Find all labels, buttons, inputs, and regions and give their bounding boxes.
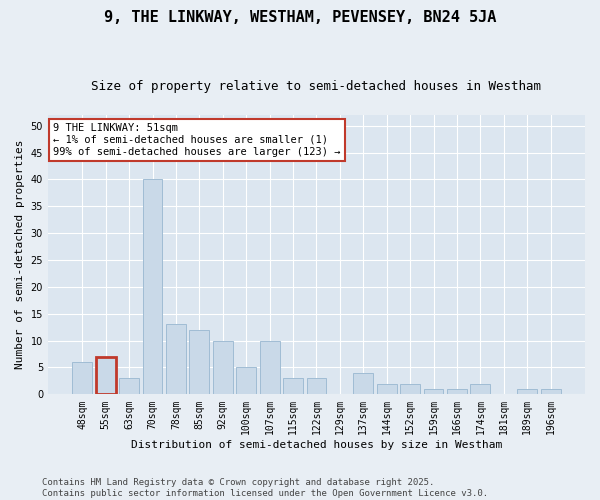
Bar [307,378,326,394]
Text: 9, THE LINKWAY, WESTHAM, PEVENSEY, BN24 5JA: 9, THE LINKWAY, WESTHAM, PEVENSEY, BN24 … [104,10,496,25]
Text: Contains HM Land Registry data © Crown copyright and database right 2025.
Contai: Contains HM Land Registry data © Crown c… [42,478,488,498]
Title: Size of property relative to semi-detached houses in Westham: Size of property relative to semi-detach… [91,80,541,93]
Bar [541,389,560,394]
Y-axis label: Number of semi-detached properties: Number of semi-detached properties [15,140,25,370]
Bar [236,368,256,394]
Bar [517,389,537,394]
Bar [400,384,420,394]
Bar [283,378,303,394]
Bar [447,389,467,394]
Bar [166,324,186,394]
X-axis label: Distribution of semi-detached houses by size in Westham: Distribution of semi-detached houses by … [131,440,502,450]
Bar [377,384,397,394]
Bar [143,180,163,394]
Bar [73,362,92,394]
Bar [96,356,116,395]
Text: 9 THE LINKWAY: 51sqm
← 1% of semi-detached houses are smaller (1)
99% of semi-de: 9 THE LINKWAY: 51sqm ← 1% of semi-detach… [53,124,341,156]
Bar [424,389,443,394]
Bar [213,340,233,394]
Bar [260,340,280,394]
Bar [119,378,139,394]
Bar [470,384,490,394]
Bar [353,373,373,394]
Bar [190,330,209,394]
